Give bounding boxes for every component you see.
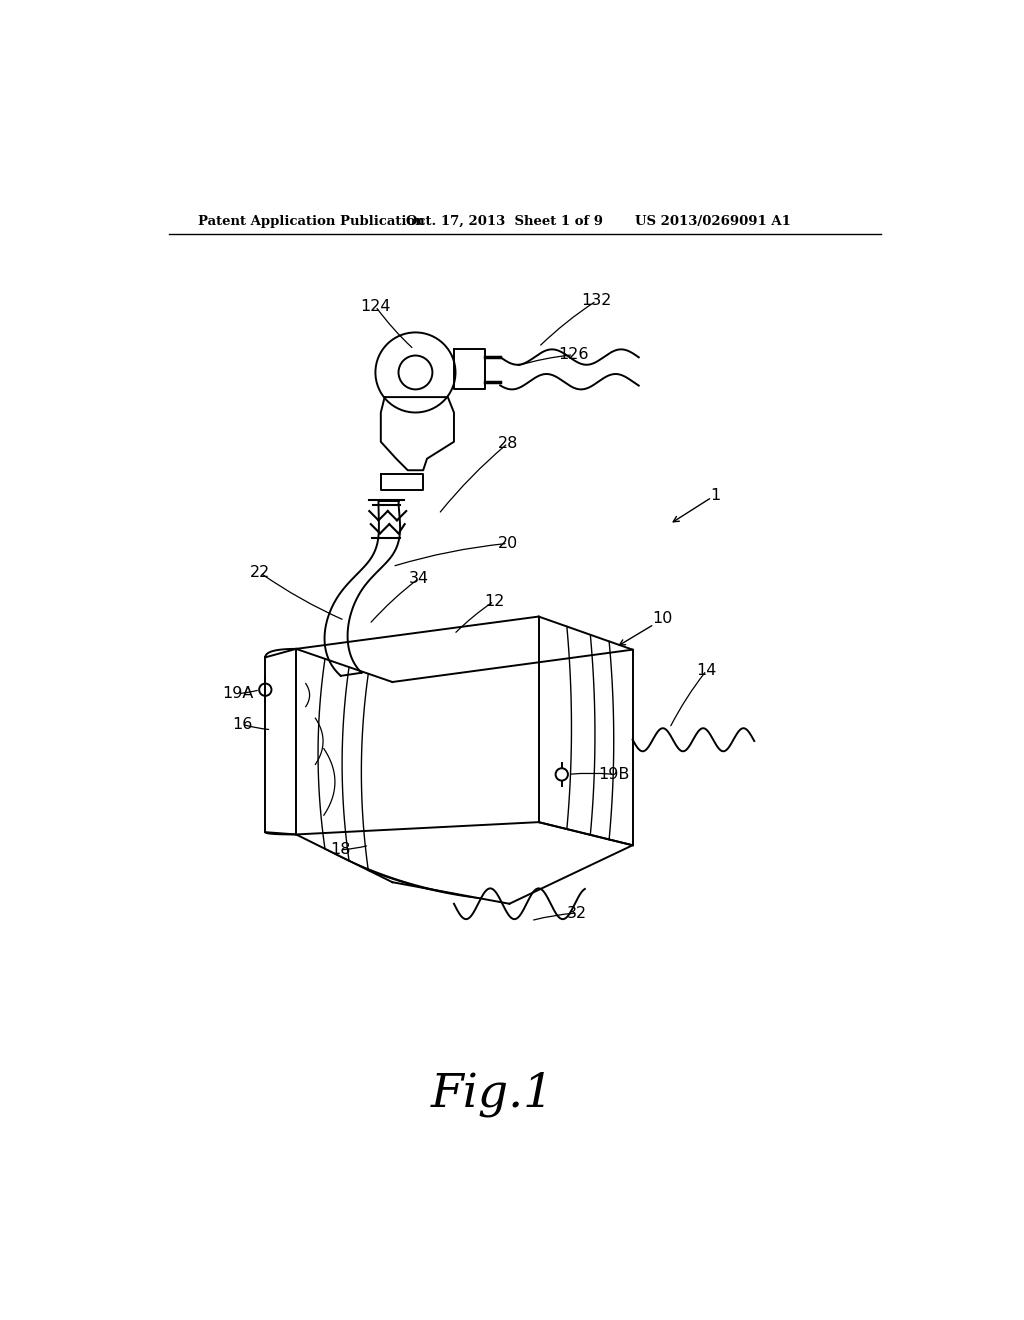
Text: 34: 34 xyxy=(410,570,429,586)
Text: 19B: 19B xyxy=(598,767,630,781)
Text: 20: 20 xyxy=(498,536,518,550)
Text: 28: 28 xyxy=(498,436,518,451)
Text: 132: 132 xyxy=(582,293,611,309)
Text: 18: 18 xyxy=(330,842,350,858)
Text: 19A: 19A xyxy=(222,686,254,701)
Text: 16: 16 xyxy=(232,717,252,731)
Text: Oct. 17, 2013  Sheet 1 of 9: Oct. 17, 2013 Sheet 1 of 9 xyxy=(407,215,603,228)
Text: Patent Application Publication: Patent Application Publication xyxy=(199,215,425,228)
Text: 124: 124 xyxy=(360,298,391,314)
Text: 14: 14 xyxy=(696,663,717,678)
Text: 126: 126 xyxy=(558,347,589,362)
Text: US 2013/0269091 A1: US 2013/0269091 A1 xyxy=(635,215,791,228)
Text: 1: 1 xyxy=(711,488,721,503)
Text: 12: 12 xyxy=(483,594,504,609)
Text: Fig.1: Fig.1 xyxy=(431,1072,554,1117)
Text: 10: 10 xyxy=(652,611,673,627)
Text: 22: 22 xyxy=(250,565,270,581)
Text: 32: 32 xyxy=(567,906,587,920)
